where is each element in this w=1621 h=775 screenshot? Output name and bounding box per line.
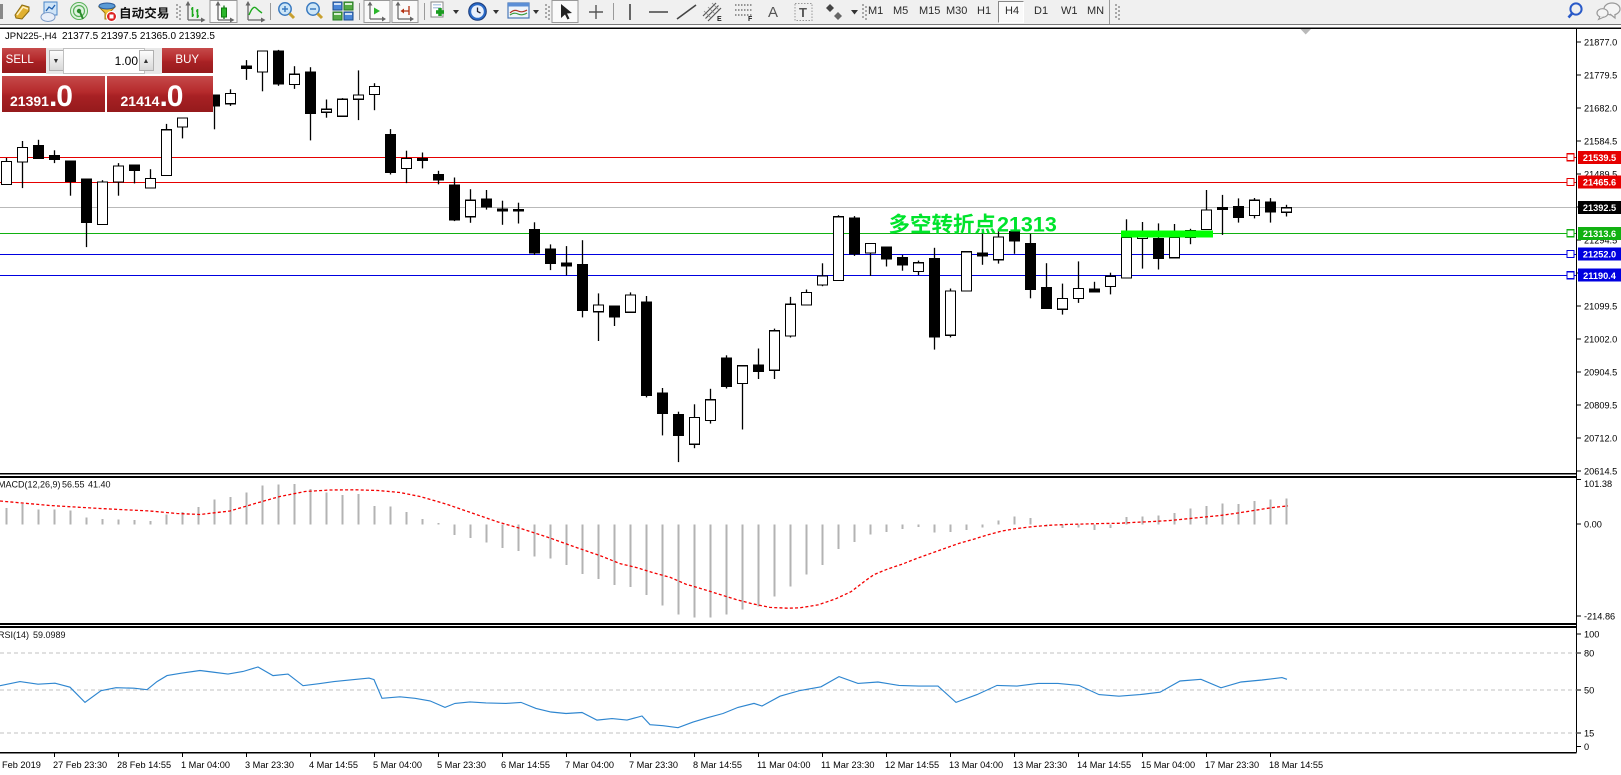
svg-text:21313.6: 21313.6 xyxy=(1583,229,1616,239)
svg-text:21682.0: 21682.0 xyxy=(1584,104,1617,114)
svg-text:21539.5: 21539.5 xyxy=(1583,153,1616,163)
svg-text:Feb 2019: Feb 2019 xyxy=(2,760,41,770)
svg-text:0: 0 xyxy=(1584,742,1589,752)
svg-text:21099.5: 21099.5 xyxy=(1584,302,1617,312)
svg-text:E: E xyxy=(717,16,722,23)
svg-text:0.00: 0.00 xyxy=(1584,520,1602,530)
svg-text:59.0989: 59.0989 xyxy=(33,630,66,640)
svg-text:6 Mar 14:55: 6 Mar 14:55 xyxy=(501,760,550,770)
svg-text:20904.5: 20904.5 xyxy=(1584,368,1617,378)
svg-text:21584.5: 21584.5 xyxy=(1584,137,1617,147)
svg-text:15 Mar 04:00: 15 Mar 04:00 xyxy=(1141,760,1195,770)
svg-text:21294.5: 21294.5 xyxy=(1584,236,1617,246)
svg-text:7 Mar 04:00: 7 Mar 04:00 xyxy=(565,760,614,770)
svg-text:12 Mar 14:55: 12 Mar 14:55 xyxy=(885,760,939,770)
svg-text:21465.6: 21465.6 xyxy=(1583,178,1616,188)
svg-text:MACD(12,26,9): MACD(12,26,9) xyxy=(0,480,61,490)
svg-text:13 Mar 04:00: 13 Mar 04:00 xyxy=(949,760,1003,770)
svg-text:20614.5: 20614.5 xyxy=(1584,467,1617,477)
svg-text:21002.0: 21002.0 xyxy=(1584,335,1617,345)
svg-text:11 Mar 23:30: 11 Mar 23:30 xyxy=(821,760,874,770)
svg-text:T: T xyxy=(799,5,807,20)
svg-text:JPN225-,H4: JPN225-,H4 xyxy=(5,31,57,42)
svg-text:41.40: 41.40 xyxy=(88,480,111,490)
svg-text:20712.0: 20712.0 xyxy=(1584,434,1617,444)
svg-text:56.55: 56.55 xyxy=(62,480,85,490)
svg-text:15: 15 xyxy=(1584,729,1594,739)
svg-text:8 Mar 14:55: 8 Mar 14:55 xyxy=(693,760,742,770)
svg-text:RSI(14): RSI(14) xyxy=(0,630,29,640)
svg-text:A: A xyxy=(768,4,778,21)
svg-text:28 Feb 14:55: 28 Feb 14:55 xyxy=(117,760,171,770)
svg-text:21313: 21313 xyxy=(997,212,1057,236)
svg-text:50: 50 xyxy=(1584,686,1594,696)
svg-text:5 Mar 23:30: 5 Mar 23:30 xyxy=(437,760,486,770)
svg-text:11 Mar 04:00: 11 Mar 04:00 xyxy=(757,760,810,770)
svg-text:21779.5: 21779.5 xyxy=(1584,71,1617,81)
svg-text:7 Mar 23:30: 7 Mar 23:30 xyxy=(629,760,678,770)
svg-text:21489.5: 21489.5 xyxy=(1584,170,1617,180)
svg-text:F: F xyxy=(748,16,753,23)
svg-text:3 Mar 23:30: 3 Mar 23:30 xyxy=(245,760,294,770)
svg-text:21252.0: 21252.0 xyxy=(1583,250,1616,260)
svg-text:100: 100 xyxy=(1584,630,1599,640)
svg-text:21877.0: 21877.0 xyxy=(1584,38,1617,48)
svg-text:18 Mar 14:55: 18 Mar 14:55 xyxy=(1269,760,1323,770)
svg-text:4 Mar 14:55: 4 Mar 14:55 xyxy=(309,760,358,770)
svg-text:101.38: 101.38 xyxy=(1584,479,1612,489)
svg-text:21392.5: 21392.5 xyxy=(1583,203,1616,213)
svg-text:21190.4: 21190.4 xyxy=(1583,271,1617,281)
svg-text:-214.86: -214.86 xyxy=(1584,612,1615,622)
svg-text:21377.5 21397.5 21365.0 21392.: 21377.5 21397.5 21365.0 21392.5 xyxy=(62,31,215,42)
svg-text:20809.5: 20809.5 xyxy=(1584,401,1617,411)
svg-text:14 Mar 14:55: 14 Mar 14:55 xyxy=(1077,760,1131,770)
svg-text:13 Mar 23:30: 13 Mar 23:30 xyxy=(1013,760,1067,770)
svg-text:17 Mar 23:30: 17 Mar 23:30 xyxy=(1205,760,1259,770)
svg-text:1 Mar 04:00: 1 Mar 04:00 xyxy=(181,760,230,770)
svg-text:5 Mar 04:00: 5 Mar 04:00 xyxy=(373,760,422,770)
svg-text:80: 80 xyxy=(1584,649,1594,659)
svg-text:27 Feb 23:30: 27 Feb 23:30 xyxy=(53,760,107,770)
